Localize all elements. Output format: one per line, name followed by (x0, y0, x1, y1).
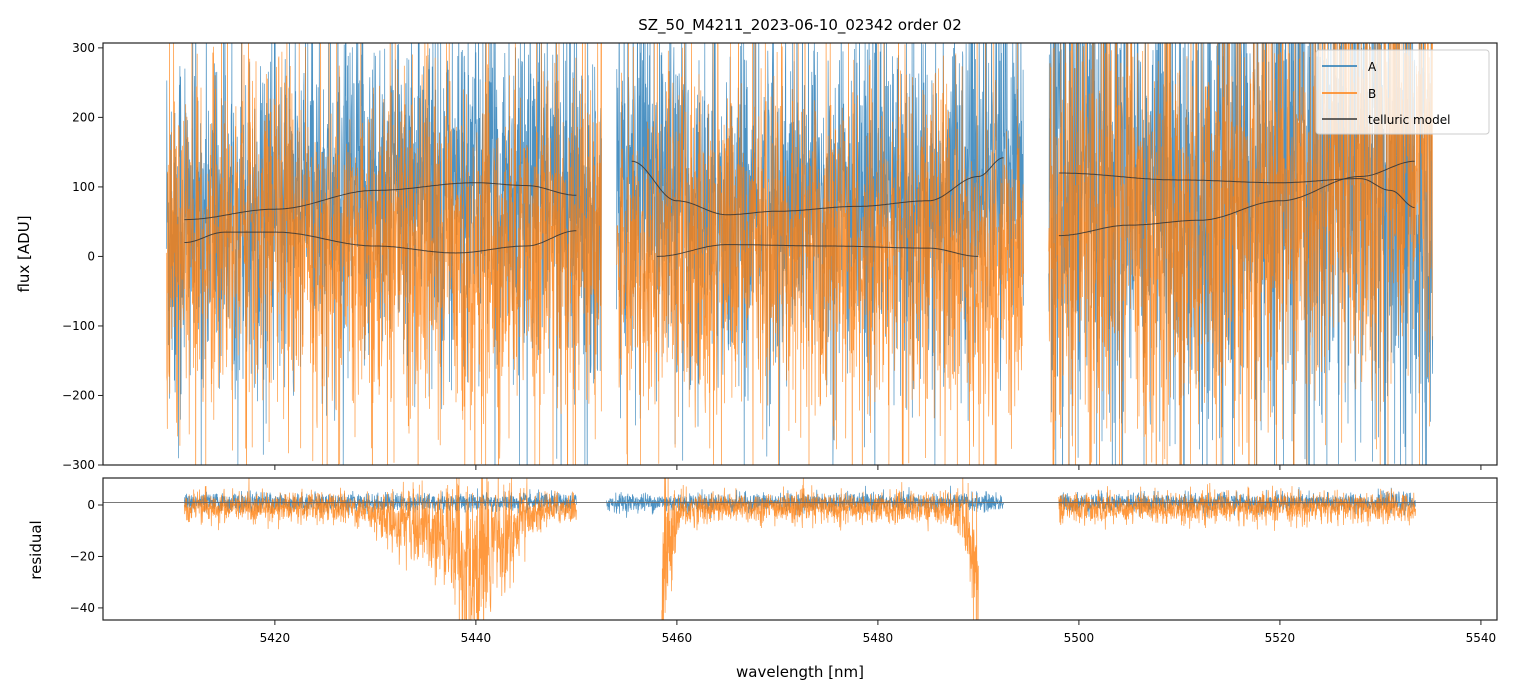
x-tick-label: 5440 (461, 631, 492, 645)
telluric-model-line-4 (656, 244, 979, 257)
x-tick-label: 5460 (662, 631, 693, 645)
x-axis-label: wavelength [nm] (736, 663, 864, 681)
y-axis-label-residual: residual (27, 520, 45, 579)
telluric-model-line-3 (631, 157, 1004, 216)
y-tick-label: −200 (62, 388, 95, 402)
legend-label-b: B (1368, 87, 1376, 101)
residual-axes-frame (102, 477, 1498, 621)
flux-axes-frame (102, 42, 1498, 466)
y-tick-label: −20 (70, 549, 95, 563)
legend-label-model: telluric model (1368, 113, 1450, 127)
spectrum-b-segment-3 (1048, 43, 1433, 465)
residual-b-segment-2 (661, 478, 979, 620)
y-tick-label: 200 (72, 110, 95, 124)
y-tick-label: 300 (72, 41, 95, 55)
y-tick-label: −100 (62, 319, 95, 333)
residual-b-segment-1 (184, 478, 577, 620)
residual-panel-data (103, 478, 1497, 620)
chart-title: SZ_50_M4211_2023-06-10_02342 order 02 (638, 16, 962, 35)
y-tick-label: 0 (87, 249, 95, 263)
y-axis-label-flux: flux [ADU] (15, 215, 33, 292)
x-tick-label: 5540 (1466, 631, 1497, 645)
y-tick-label: 0 (87, 498, 95, 512)
telluric-model-line-1 (184, 182, 577, 221)
spectrum-b-segment-2 (616, 43, 1024, 465)
x-tick-label: 5500 (1064, 631, 1095, 645)
telluric-model-line-6 (1058, 160, 1415, 237)
x-tick-label: 5480 (863, 631, 894, 645)
residual-b-segment-3 (1058, 482, 1416, 531)
x-tick-label: 5420 (260, 631, 291, 645)
y-tick-label: 100 (72, 180, 95, 194)
axes: 5420 5440 5460 5480 5500 5520 5540 300 200 100 0 −1… (62, 41, 1498, 645)
legend: A B telluric model (1315, 49, 1490, 135)
flux-panel-data (165, 43, 1434, 465)
spectrum-b-segment-1 (165, 43, 602, 465)
telluric-model-line-5 (1058, 172, 1415, 209)
y-tick-label: −300 (62, 458, 95, 472)
y-tick-label: −40 (70, 601, 95, 615)
x-tick-label: 5520 (1265, 631, 1296, 645)
legend-label-a: A (1368, 60, 1377, 74)
telluric-model-line-2 (184, 230, 577, 254)
